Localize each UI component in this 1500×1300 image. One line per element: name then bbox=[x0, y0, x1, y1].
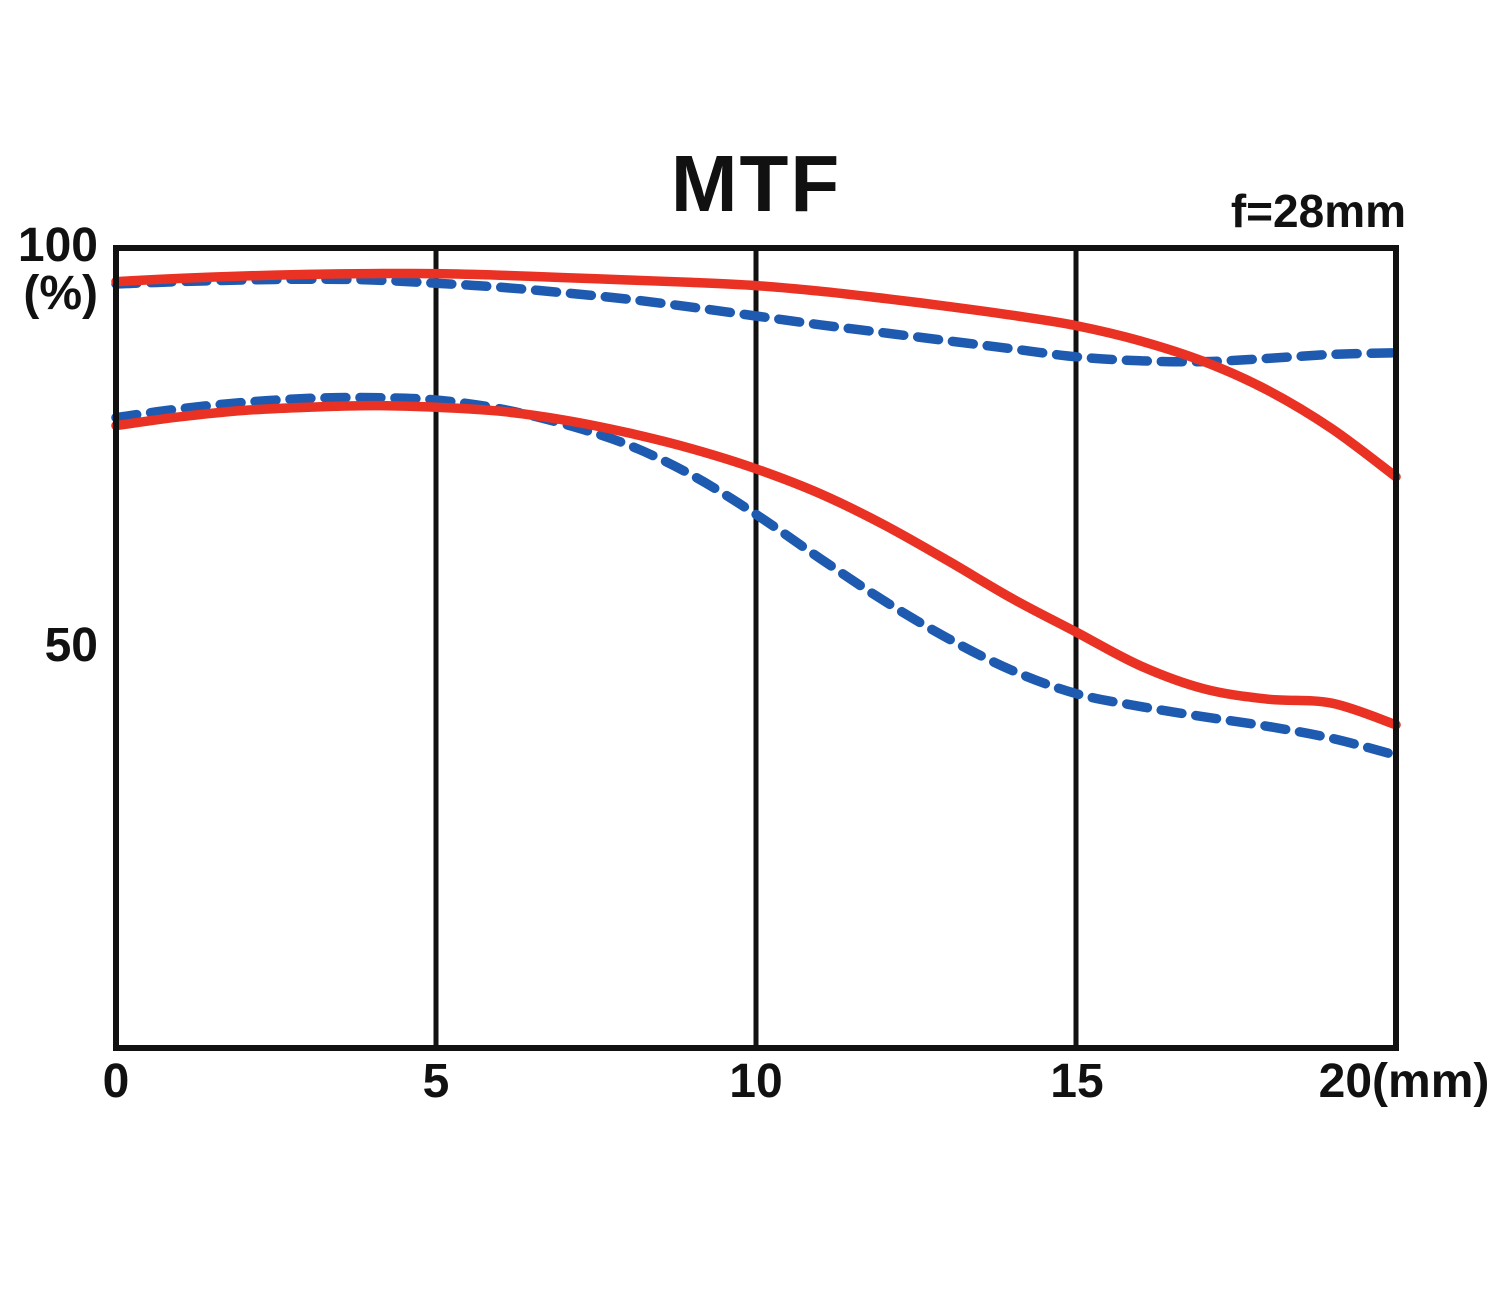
lower-dashed-blue-curve bbox=[111, 392, 1401, 760]
focal-length-annotation: f=28mm bbox=[1230, 185, 1406, 237]
y-axis-tick-100: 100 bbox=[17, 219, 98, 272]
upper-dashed-blue-curve bbox=[111, 274, 1401, 367]
x-axis-tick-15: 15 bbox=[1050, 1055, 1104, 1108]
x-axis-tick-10: 10 bbox=[729, 1055, 783, 1108]
y-axis-tick-50: 50 bbox=[44, 619, 98, 672]
plot-frame bbox=[113, 245, 1399, 1051]
chart-title: MTF bbox=[670, 139, 842, 228]
upper-solid-red-curve bbox=[111, 268, 1401, 482]
y-axis-unit-label: (%) bbox=[23, 267, 98, 320]
lower-solid-red-curve bbox=[111, 400, 1401, 730]
x-axis-tick-5: 5 bbox=[422, 1055, 450, 1108]
x-axis-tick-20-mm: 20(mm) bbox=[1318, 1055, 1490, 1108]
x-axis-tick-0: 0 bbox=[102, 1055, 130, 1108]
